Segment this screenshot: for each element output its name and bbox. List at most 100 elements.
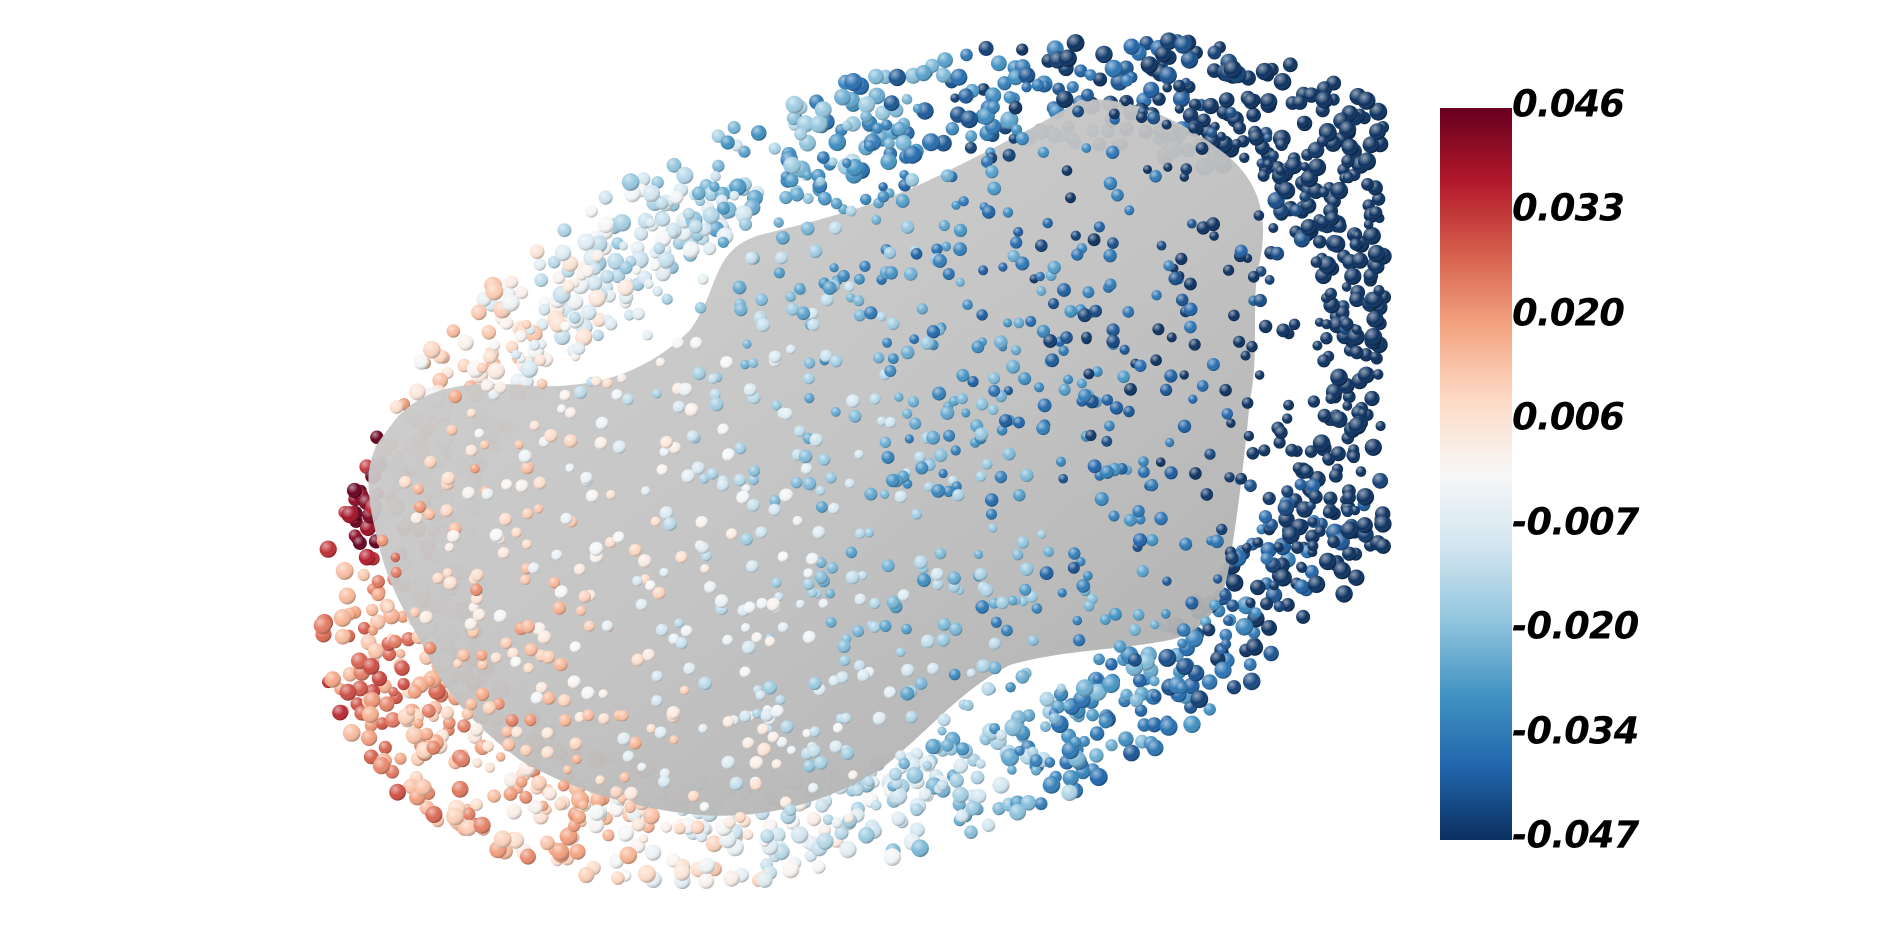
scatter-point — [1020, 468, 1034, 483]
scatter-point — [775, 695, 786, 705]
scatter-point — [628, 543, 642, 557]
scatter-point — [1165, 437, 1175, 448]
scatter-point — [895, 134, 912, 151]
scatter-point — [1018, 67, 1036, 84]
scatter-point — [522, 508, 534, 520]
scatter-point — [1101, 394, 1114, 406]
scatter-point — [767, 731, 779, 743]
scatter-point — [755, 293, 768, 307]
scatter-point — [502, 294, 520, 312]
scatter-point — [994, 470, 1008, 484]
scatter-point — [1371, 192, 1386, 206]
scatter-point — [1161, 119, 1172, 130]
scatter-point — [746, 498, 760, 512]
scatter-point — [783, 156, 801, 175]
scatter-point — [1276, 323, 1291, 338]
scatter-point — [962, 699, 974, 711]
scatter-point — [631, 817, 646, 832]
scatter-point — [372, 757, 391, 775]
scatter-point — [313, 616, 332, 635]
scatter-point — [503, 772, 520, 788]
scatter-point — [1035, 239, 1048, 252]
scatter-point — [472, 608, 486, 622]
scatter-point — [1308, 489, 1323, 504]
scatter-point — [518, 449, 533, 464]
scatter-point — [1108, 510, 1120, 522]
scatter-point — [790, 476, 803, 489]
scatter-point — [986, 508, 997, 520]
scatter-point — [1328, 468, 1343, 483]
scatter-point — [505, 275, 519, 289]
scatter-point — [932, 386, 947, 401]
scatter-point — [442, 568, 453, 578]
scatter-point — [817, 151, 830, 164]
scatter-point — [617, 710, 629, 722]
scatter-point — [809, 433, 824, 447]
colorbar-tick-label: -0.020 — [1512, 604, 1639, 648]
scatter-point — [1351, 252, 1369, 269]
colorbar-tick-label: -0.034 — [1512, 709, 1639, 753]
scatter-point — [1177, 638, 1188, 649]
scatter-point — [1057, 283, 1071, 297]
scatter-point — [877, 190, 890, 203]
scatter-point — [927, 662, 940, 675]
scatter-point — [743, 601, 756, 614]
scatter-point — [642, 807, 660, 825]
scatter-point — [895, 194, 910, 208]
scatter-point — [1202, 97, 1219, 115]
scatter-point — [1310, 256, 1323, 268]
scatter-point — [901, 623, 912, 635]
scatter-point — [941, 241, 952, 252]
scatter-point — [1375, 538, 1391, 554]
scatter-point — [860, 110, 872, 123]
scatter-point — [469, 722, 484, 737]
scatter-point — [951, 200, 961, 210]
scatter-point — [830, 197, 843, 210]
scatter-point — [529, 420, 540, 431]
scatter-point — [368, 625, 378, 636]
scatter-point — [815, 176, 826, 187]
scatter-point — [1119, 344, 1130, 355]
scatter-point — [540, 835, 555, 851]
scatter-point — [907, 396, 920, 408]
scatter-point — [1113, 640, 1127, 653]
scatter-point — [534, 354, 547, 367]
scatter-point — [879, 620, 892, 632]
scatter-point — [1308, 517, 1318, 527]
scatter-point — [1264, 275, 1275, 285]
scatter-point — [602, 378, 613, 389]
scatter-point — [796, 306, 811, 321]
scatter-point — [1317, 408, 1332, 423]
scatter-point — [529, 244, 545, 259]
scatter-point — [807, 587, 818, 598]
scatter-point — [1073, 634, 1086, 647]
scatter-point — [1234, 244, 1248, 258]
scatter-point — [460, 819, 477, 836]
scatter-point — [371, 575, 385, 589]
scatter-point — [848, 770, 858, 781]
scatter-point — [915, 461, 929, 475]
scatter-point — [879, 436, 892, 448]
scatter-point — [785, 173, 799, 188]
scatter-point — [649, 259, 661, 271]
scatter-point — [565, 407, 577, 419]
scatter-point — [363, 691, 381, 709]
scatter-point — [951, 481, 962, 492]
scatter-point — [803, 568, 814, 579]
scatter-point — [446, 424, 458, 436]
scatter-point — [831, 817, 843, 829]
colorbar — [1440, 108, 1520, 840]
scatter-point — [1160, 32, 1178, 50]
scatter-point — [1007, 765, 1017, 775]
scatter-point — [388, 634, 402, 649]
scatter-point — [864, 306, 878, 320]
scatter-point — [520, 744, 532, 757]
scatter-point — [655, 197, 669, 210]
scatter-point — [388, 686, 399, 697]
scatter-point — [324, 671, 341, 688]
scatter-point — [672, 400, 686, 414]
scatter-point — [956, 368, 970, 382]
scatter-point — [1037, 146, 1049, 158]
scatter-point — [917, 573, 931, 587]
scatter-point — [501, 479, 513, 491]
